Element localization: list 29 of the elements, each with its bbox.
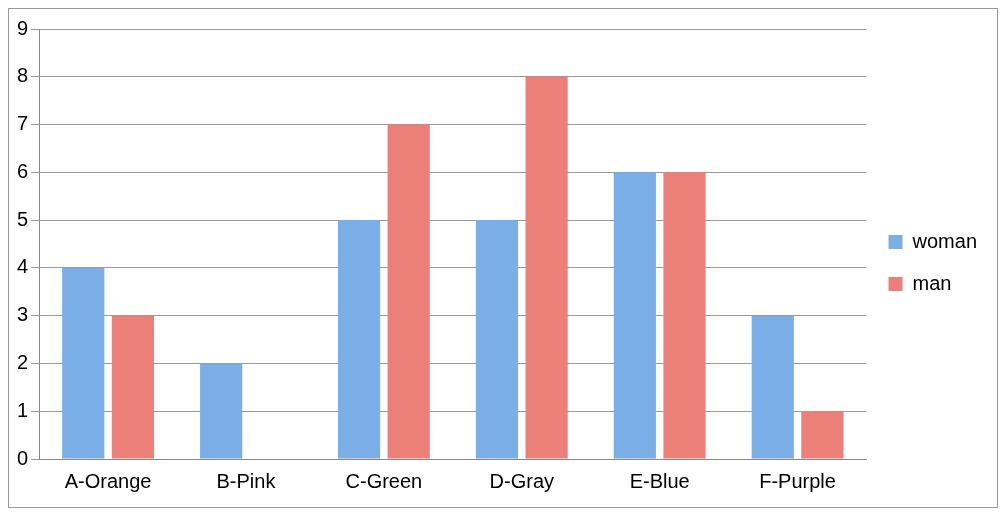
x-tick-label: F-Purple bbox=[759, 469, 836, 492]
y-tick-label: 6 bbox=[17, 159, 29, 182]
bar bbox=[613, 172, 656, 459]
bar bbox=[525, 76, 568, 459]
legend-label: woman bbox=[911, 229, 978, 252]
y-tick-label: 2 bbox=[17, 350, 29, 373]
y-tick-label: 8 bbox=[17, 64, 29, 87]
x-tick-label: C-Green bbox=[345, 469, 423, 492]
y-tick-label: 4 bbox=[17, 255, 29, 278]
legend-label: man bbox=[912, 271, 952, 294]
x-tick-label: E-Blue bbox=[629, 469, 690, 492]
y-tick-label: 1 bbox=[17, 398, 29, 421]
y-tick-label: 9 bbox=[17, 16, 29, 39]
bar bbox=[751, 315, 794, 459]
bar bbox=[200, 363, 243, 459]
bar bbox=[801, 411, 844, 459]
x-tick-label: D-Gray bbox=[489, 469, 554, 492]
bar bbox=[62, 267, 105, 459]
x-tick-label: A-Orange bbox=[64, 469, 152, 492]
x-tick-label: B-Pink bbox=[216, 469, 277, 492]
bar bbox=[387, 124, 430, 459]
bar bbox=[663, 172, 706, 459]
bar bbox=[111, 315, 154, 459]
y-tick-label: 5 bbox=[17, 207, 29, 230]
bar bbox=[337, 220, 381, 459]
y-tick-label: 7 bbox=[17, 112, 29, 135]
bar bbox=[475, 220, 519, 459]
y-tick-label: 0 bbox=[17, 446, 29, 469]
y-tick-label: 3 bbox=[17, 303, 29, 326]
